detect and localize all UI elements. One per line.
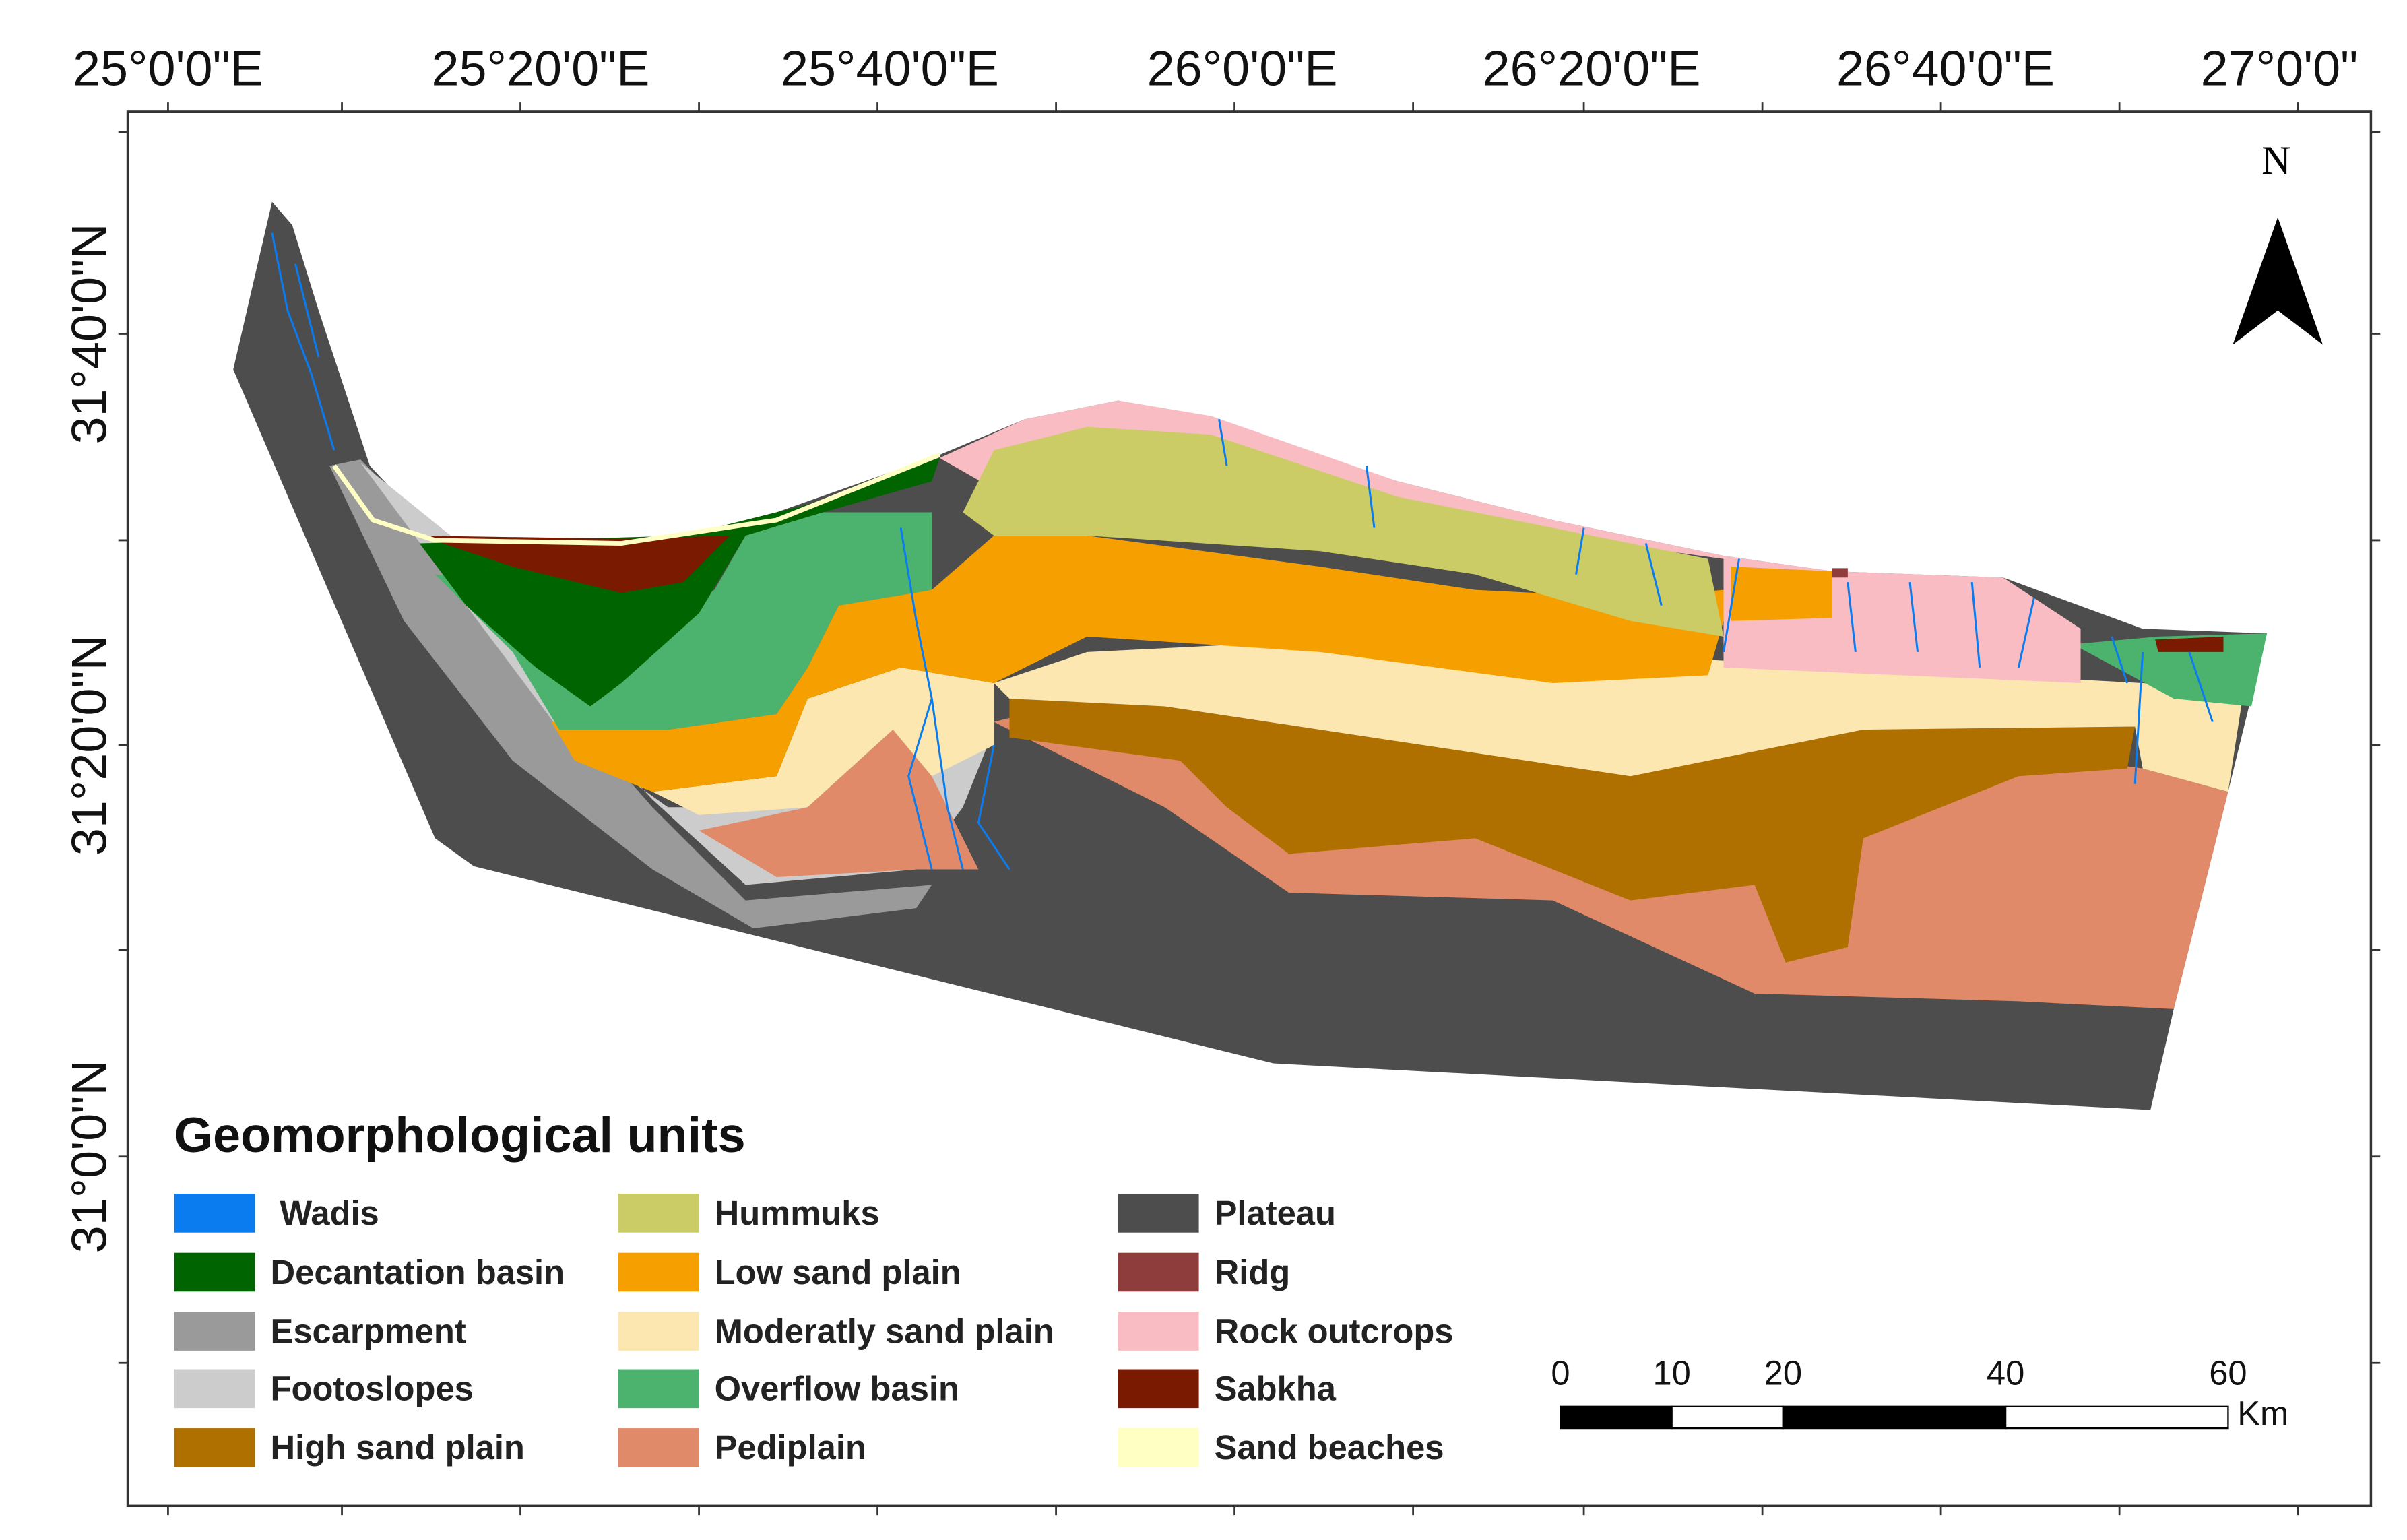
unit-wadis	[271, 232, 2214, 870]
longitude-label: 25°0'0"E	[73, 40, 263, 96]
legend-label: Moderatly sand plain	[715, 1312, 1054, 1350]
north-arrow: N	[2233, 138, 2323, 345]
unit-pediplain	[699, 730, 979, 878]
scale-segment	[2004, 1405, 2229, 1430]
legend-label: Decantation basin	[271, 1253, 565, 1291]
map-units	[233, 201, 2268, 1110]
latitude-label: 31°0'0"N	[61, 1060, 117, 1253]
legend-swatch	[174, 1312, 255, 1351]
north-arrow-shape	[2233, 217, 2323, 345]
legend-swatch	[618, 1312, 699, 1351]
legend-title: Geomorphological units	[174, 1107, 746, 1163]
legend-swatch	[1118, 1194, 1199, 1233]
legend-label: High sand plain	[271, 1428, 525, 1467]
scale-tick-label: 60	[2209, 1354, 2247, 1392]
longitude-label: 25°40'0"E	[781, 40, 999, 96]
scale-tick-label: 10	[1652, 1354, 1690, 1392]
legend-label: Ridg	[1215, 1253, 1291, 1291]
scale-tick-label: 40	[1987, 1354, 2024, 1392]
legend-swatch	[1118, 1369, 1199, 1409]
scale-tick-label: 0	[1551, 1354, 1570, 1392]
unit-hummuks	[963, 426, 1724, 637]
unit-ridge	[1832, 568, 1848, 578]
legend-swatch	[174, 1369, 255, 1409]
legend-label: Footoslopes	[271, 1370, 474, 1408]
legend-swatch	[618, 1428, 699, 1467]
longitude-label: 26°20'0"E	[1483, 40, 1701, 96]
longitude-label: 27°0'0"	[2201, 40, 2358, 96]
longitude-label: 25°20'0"E	[432, 40, 650, 96]
legend-label: Overflow basin	[715, 1370, 959, 1408]
north-label: N	[2261, 138, 2290, 183]
unit-sabkha	[2155, 636, 2224, 652]
legend-label: Hummuks	[715, 1194, 880, 1232]
coordinate-labels: 25°0'0"E 25°20'0"E 25°40'0"E 26°0'0"E 26°20'…	[61, 40, 2358, 1254]
latitude-label: 31°20'0"N	[61, 635, 117, 856]
legend-label: Pediplain	[715, 1428, 866, 1467]
latitude-label: 31°40'0"N	[61, 223, 117, 444]
legend-swatch	[618, 1369, 699, 1409]
legend-label: Sand beaches	[1215, 1428, 1444, 1467]
unit-escarpment	[329, 459, 932, 929]
unit-low-sand-plain	[1731, 567, 1832, 621]
unit-moderately-sand-plain	[652, 667, 994, 815]
legend-label: Plateau	[1215, 1194, 1336, 1232]
legend-swatch	[618, 1194, 699, 1233]
scale-unit: Km	[2237, 1394, 2288, 1432]
tick-marks	[118, 102, 2381, 1516]
legend-swatch	[174, 1428, 255, 1467]
legend-label: Wadis	[280, 1194, 379, 1232]
longitude-label: 26°0'0"E	[1147, 40, 1338, 96]
scale-segment	[1671, 1405, 1784, 1430]
longitude-label: 26°40'0"E	[1836, 40, 2055, 96]
legend-swatch	[1118, 1312, 1199, 1351]
legend-swatch	[618, 1252, 699, 1292]
legend-swatch	[174, 1252, 255, 1292]
legend-label: Escarpment	[271, 1312, 466, 1350]
legend-swatch	[1118, 1252, 1199, 1292]
legend-swatch	[1118, 1428, 1199, 1467]
legend-label: Rock outcrops	[1215, 1312, 1454, 1350]
unit-sand-beaches	[332, 452, 941, 546]
frame-ticks	[118, 102, 2381, 1516]
legend-label: Low sand plain	[715, 1253, 961, 1291]
legend-swatch	[174, 1194, 255, 1233]
scale-segment	[1560, 1405, 1673, 1430]
unit-sabkha	[419, 536, 730, 593]
scale-tick-label: 20	[1764, 1354, 1802, 1392]
unit-low-sand-plain	[551, 536, 1724, 792]
scale-segment	[1782, 1405, 2007, 1430]
legend: Wadis Decantation basin Escarpment Footoslo…	[174, 1194, 1454, 1467]
unit-high-sand-plain	[1009, 698, 2136, 963]
legend-label: Sabkha	[1215, 1370, 1337, 1408]
